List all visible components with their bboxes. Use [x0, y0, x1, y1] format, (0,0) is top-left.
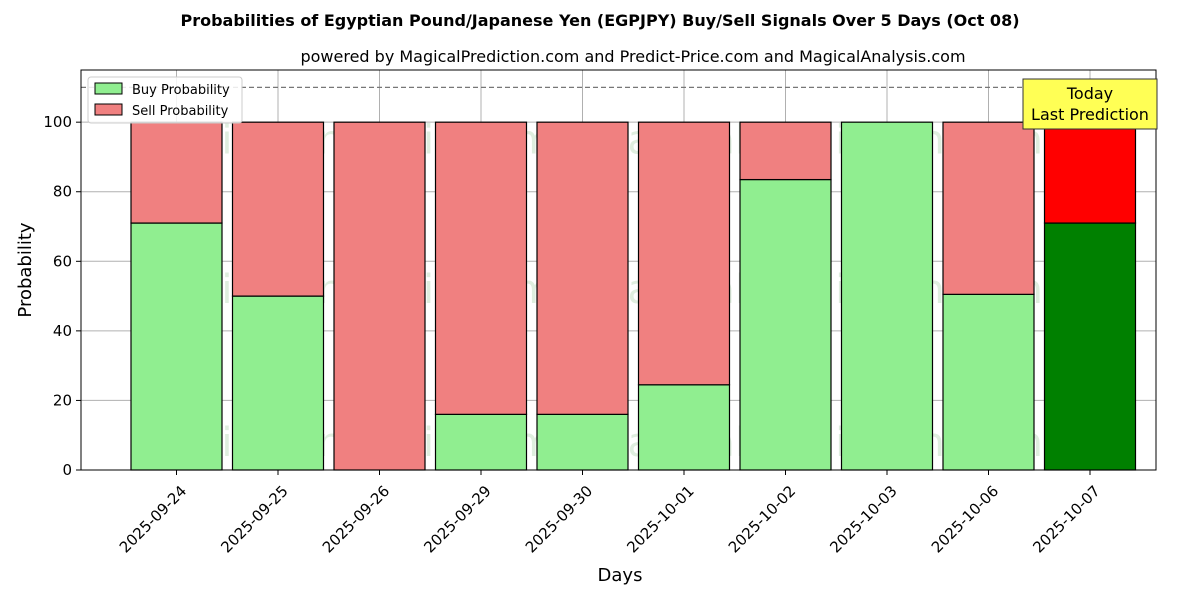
- sell-bar: [942, 121, 1035, 295]
- buy-bar: [942, 293, 1035, 471]
- x-tick-label: 2025-09-24: [116, 482, 190, 556]
- buy-bar: [536, 413, 629, 471]
- legend-label-buy: Buy Probability: [132, 83, 230, 98]
- legend-swatch-buy: [94, 82, 123, 95]
- x-tick-label: 2025-10-01: [623, 482, 697, 556]
- sell-bar: [434, 121, 528, 415]
- sell-bar: [231, 121, 325, 297]
- legend-box: [87, 76, 243, 124]
- x-axis-label: Days: [598, 565, 643, 586]
- buy-bar: [231, 295, 325, 471]
- x-tick-label: 2025-09-29: [420, 482, 494, 556]
- buy-bar: [434, 413, 528, 471]
- buy-bar: [739, 178, 832, 471]
- annotation-box: [1022, 78, 1158, 130]
- sell-bar: [333, 121, 426, 471]
- x-tick-label: 2025-10-02: [725, 482, 799, 556]
- legend-label-sell: Sell Probability: [132, 104, 229, 119]
- x-tick-label: 2025-09-26: [319, 482, 393, 556]
- x-tick-label: 2025-10-07: [1029, 482, 1103, 556]
- sell-bar: [637, 121, 731, 386]
- legend: Buy Probability Sell Probability: [87, 76, 243, 124]
- chart-subtitle: powered by MagicalPrediction.com and Pre…: [300, 47, 965, 66]
- annotation-line-2: Last Prediction: [1031, 105, 1149, 124]
- y-axis-label: Probability: [15, 222, 36, 317]
- x-tick-label: 2025-10-06: [928, 482, 1002, 556]
- buy-bar: [1043, 222, 1137, 471]
- legend-swatch-sell: [94, 103, 123, 116]
- annotation-line-1: Today: [1066, 84, 1113, 103]
- chart-title: Probabilities of Egyptian Pound/Japanese…: [180, 11, 1019, 30]
- y-tick-label: 80: [53, 183, 72, 201]
- buy-bar: [130, 222, 223, 471]
- x-tick-label: 2025-09-30: [522, 482, 596, 556]
- buy-bar: [637, 384, 731, 471]
- sell-bar: [739, 121, 832, 181]
- today-annotation: Today Last Prediction: [1022, 78, 1158, 130]
- sell-bar: [1043, 121, 1137, 224]
- sell-bar: [130, 121, 223, 224]
- y-tick-label: 100: [43, 113, 72, 131]
- x-tick-label: 2025-10-03: [826, 482, 900, 556]
- y-tick-label: 60: [53, 252, 72, 270]
- y-tick-label: 20: [53, 391, 72, 409]
- x-tick-label: 2025-09-25: [217, 482, 291, 556]
- plot-frame: [80, 69, 1157, 471]
- plot-area: MagicalAnalysis.comMagicalPrediction.com…: [43, 69, 1158, 556]
- buy-bar: [840, 121, 934, 471]
- y-tick-label: 0: [62, 461, 72, 479]
- sell-bar: [536, 121, 629, 415]
- y-tick-label: 40: [53, 322, 72, 340]
